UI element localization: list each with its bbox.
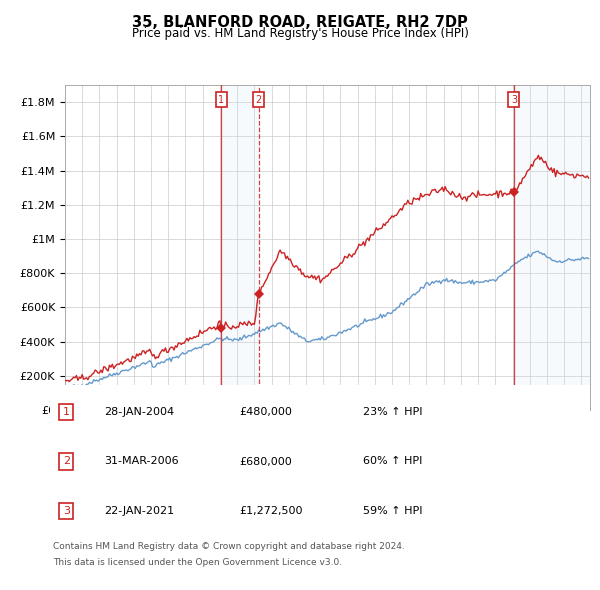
Text: 2: 2: [256, 95, 262, 105]
Text: 2: 2: [62, 457, 70, 467]
Bar: [221, 85, 259, 410]
Text: 23% ↑ HPI: 23% ↑ HPI: [363, 407, 422, 417]
Text: 28-JAN-2004: 28-JAN-2004: [104, 407, 174, 417]
Text: 59% ↑ HPI: 59% ↑ HPI: [363, 506, 422, 516]
Bar: [514, 85, 590, 410]
Text: HPI: Average price, detached house, Reigate and Banstead: HPI: Average price, detached house, Reig…: [116, 467, 424, 477]
Text: 22-JAN-2021: 22-JAN-2021: [104, 506, 174, 516]
Text: 1: 1: [218, 95, 224, 105]
Text: £480,000: £480,000: [239, 407, 292, 417]
Text: £680,000: £680,000: [239, 457, 292, 467]
Text: 35, BLANFORD ROAD, REIGATE, RH2 7DP: 35, BLANFORD ROAD, REIGATE, RH2 7DP: [132, 15, 468, 30]
Text: This data is licensed under the Open Government Licence v3.0.: This data is licensed under the Open Gov…: [53, 558, 342, 567]
Text: £1,272,500: £1,272,500: [239, 506, 302, 516]
Text: 35, BLANFORD ROAD, REIGATE, RH2 7DP (detached house): 35, BLANFORD ROAD, REIGATE, RH2 7DP (det…: [116, 438, 425, 448]
Text: Contains HM Land Registry data © Crown copyright and database right 2024.: Contains HM Land Registry data © Crown c…: [53, 542, 405, 551]
Text: 31-MAR-2006: 31-MAR-2006: [104, 457, 179, 467]
Text: 1: 1: [63, 407, 70, 417]
Text: 60% ↑ HPI: 60% ↑ HPI: [363, 457, 422, 467]
Text: Price paid vs. HM Land Registry's House Price Index (HPI): Price paid vs. HM Land Registry's House …: [131, 27, 469, 40]
Text: 3: 3: [511, 95, 517, 105]
Text: 3: 3: [63, 506, 70, 516]
